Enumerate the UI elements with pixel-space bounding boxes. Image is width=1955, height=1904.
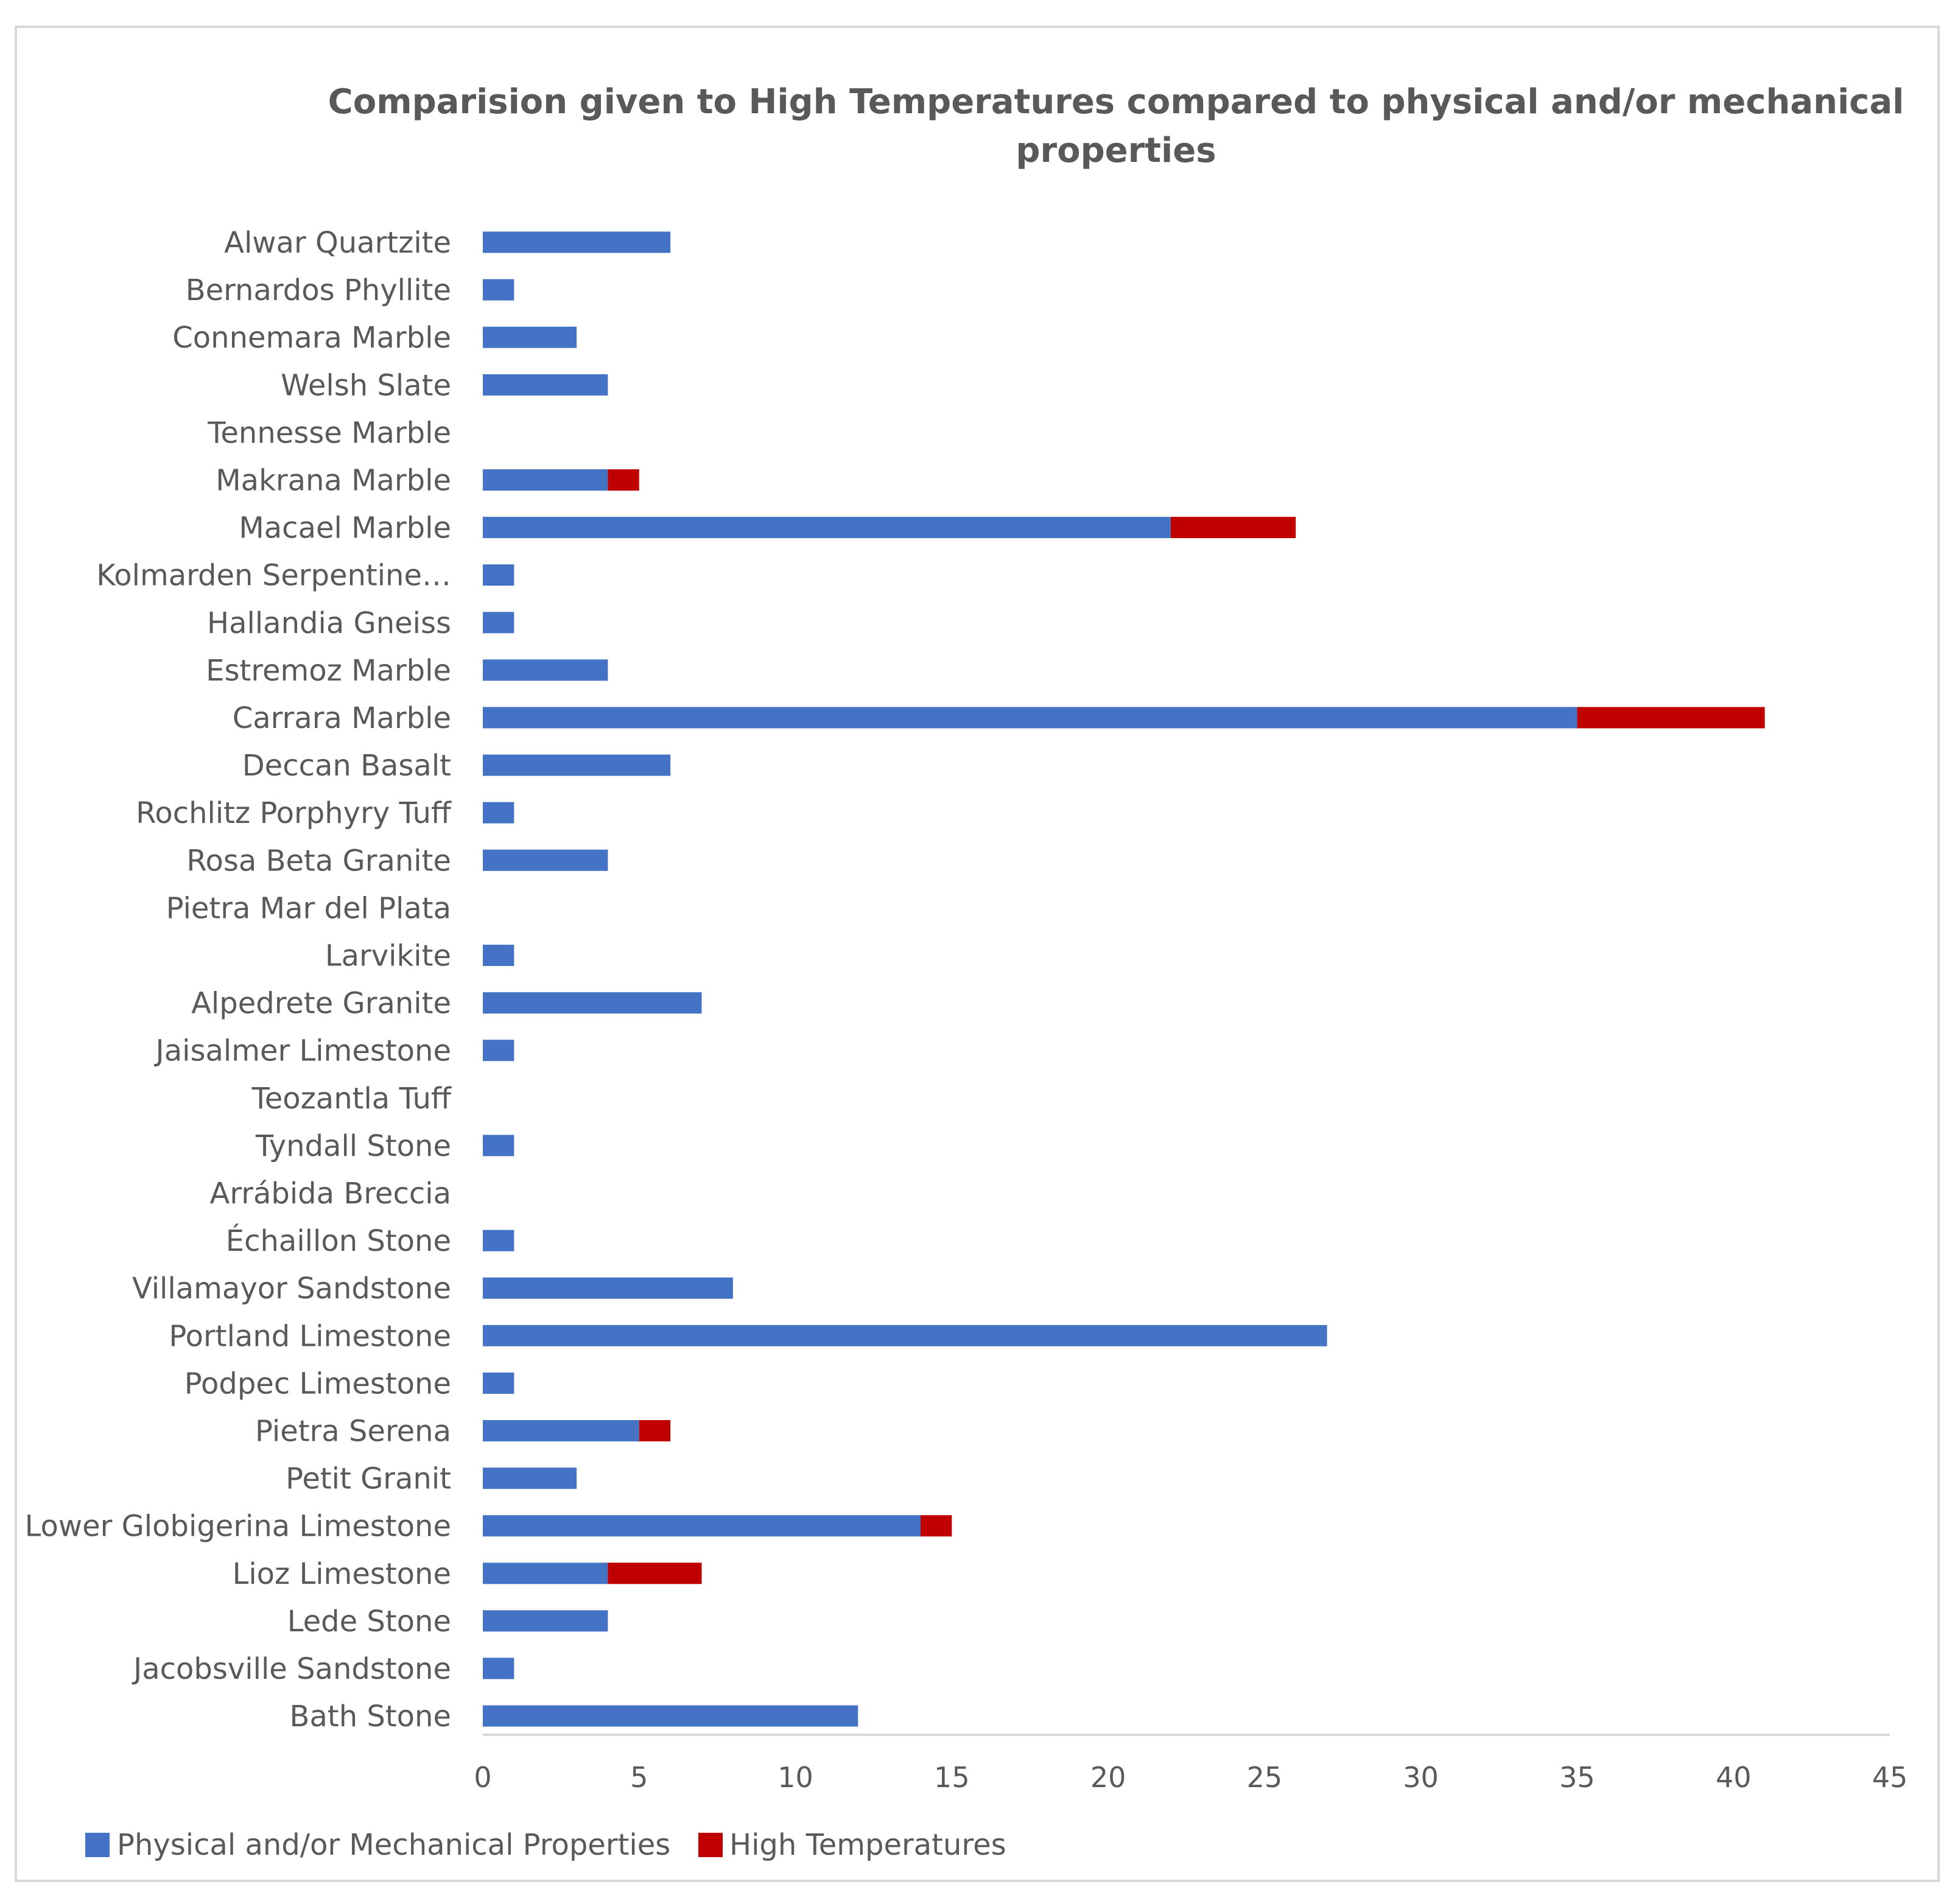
bar-kolmarden-serpentine-physical-mechanical bbox=[483, 564, 514, 586]
x-tick-label-35: 35 bbox=[1559, 1761, 1595, 1794]
category-label-jaisalmer-limestone: Jaisalmer Limestone bbox=[154, 1034, 451, 1068]
category-label-villamayor-sandstone: Villamayor Sandstone bbox=[132, 1272, 451, 1306]
category-label-portland-limestone: Portland Limestone bbox=[169, 1319, 451, 1353]
category-label-makrana-marble: Makrana Marble bbox=[216, 464, 451, 498]
bar-makrana-marble-high-temperatures bbox=[608, 469, 639, 491]
category-label-teozantla-tuff: Teozantla Tuff bbox=[251, 1082, 452, 1116]
x-tick-label-45: 45 bbox=[1872, 1761, 1908, 1794]
category-label-echaillon-stone: Échaillon Stone bbox=[226, 1223, 451, 1258]
bar-alwar-quartzite-physical-mechanical bbox=[483, 231, 671, 253]
category-label-welsh-slate: Welsh Slate bbox=[281, 368, 451, 402]
category-label-alpedrete-granite: Alpedrete Granite bbox=[191, 987, 451, 1021]
bar-lower-globigerina-limestone-physical-mechanical bbox=[483, 1515, 921, 1537]
bar-macael-marble-high-temperatures bbox=[1170, 517, 1296, 539]
x-tick-label-15: 15 bbox=[934, 1761, 970, 1794]
x-tick-label-20: 20 bbox=[1090, 1761, 1126, 1794]
category-label-macael-marble: Macael Marble bbox=[239, 511, 451, 545]
bars bbox=[483, 231, 1765, 1727]
category-label-petit-granit: Petit Granit bbox=[286, 1462, 451, 1496]
category-label-kolmarden-serpentine: Kolmarden Serpentine… bbox=[96, 559, 451, 593]
x-tick-label-0: 0 bbox=[474, 1761, 491, 1794]
category-label-bernardos-phyllite: Bernardos Phyllite bbox=[186, 273, 451, 307]
bar-alpedrete-granite-physical-mechanical bbox=[483, 992, 702, 1014]
category-label-estremoz-marble: Estremoz Marble bbox=[206, 654, 451, 688]
bar-deccan-basalt-physical-mechanical bbox=[483, 754, 671, 776]
bar-lede-stone-physical-mechanical bbox=[483, 1610, 608, 1632]
legend-swatch-physical-mechanical bbox=[85, 1833, 110, 1857]
x-tick-label-25: 25 bbox=[1247, 1761, 1283, 1794]
bar-pietra-serena-physical-mechanical bbox=[483, 1420, 639, 1441]
bar-echaillon-stone-physical-mechanical bbox=[483, 1230, 514, 1251]
legend-label-high-temperatures: High Temperatures bbox=[729, 1828, 1006, 1862]
legend: Physical and/or Mechanical Properties Hig… bbox=[85, 1828, 1006, 1862]
category-label-deccan-basalt: Deccan Basalt bbox=[242, 749, 451, 783]
chart-title: Comparision given to High Temperatures c… bbox=[328, 82, 1904, 170]
bar-carrara-marble-high-temperatures bbox=[1577, 707, 1765, 729]
category-label-pietra-mar-del-plata: Pietra Mar del Plata bbox=[166, 891, 451, 925]
bar-makrana-marble-physical-mechanical bbox=[483, 469, 608, 491]
category-label-tennesse-marble: Tennesse Marble bbox=[207, 416, 451, 450]
bar-larvikite-physical-mechanical bbox=[483, 945, 514, 966]
bar-welsh-slate-physical-mechanical bbox=[483, 374, 608, 396]
bar-lioz-limestone-high-temperatures bbox=[608, 1563, 702, 1584]
category-label-connemara-marble: Connemara Marble bbox=[172, 321, 451, 355]
bar-lower-globigerina-limestone-high-temperatures bbox=[920, 1515, 952, 1537]
chart-title-line-1: Comparision given to High Temperatures c… bbox=[328, 82, 1904, 122]
category-label-hallandia-gneiss: Hallandia Gneiss bbox=[207, 606, 451, 640]
category-label-jacobsville-sandstone: Jacobsville Sandstone bbox=[132, 1652, 451, 1686]
bar-podpec-limestone-physical-mechanical bbox=[483, 1372, 514, 1394]
category-label-lede-stone: Lede Stone bbox=[287, 1605, 451, 1639]
x-tick-label-30: 30 bbox=[1403, 1761, 1439, 1794]
bar-jacobsville-sandstone-physical-mechanical bbox=[483, 1657, 514, 1679]
x-axis-tick-labels: 0 5 10 15 20 25 30 35 40 45 bbox=[474, 1761, 1908, 1794]
bar-bath-stone-physical-mechanical bbox=[483, 1705, 858, 1727]
bar-rochlitz-porphyry-tuff-physical-mechanical bbox=[483, 802, 514, 824]
bar-jaisalmer-limestone-physical-mechanical bbox=[483, 1040, 514, 1062]
bar-macael-marble-physical-mechanical bbox=[483, 517, 1171, 539]
x-tick-label-10: 10 bbox=[777, 1761, 813, 1794]
chart-frame bbox=[15, 26, 1940, 1882]
x-tick-label-40: 40 bbox=[1716, 1761, 1752, 1794]
category-label-podpec-limestone: Podpec Limestone bbox=[184, 1367, 451, 1401]
category-label-lioz-limestone: Lioz Limestone bbox=[233, 1557, 451, 1591]
category-label-rosa-beta-granite: Rosa Beta Granite bbox=[186, 844, 451, 878]
legend-label-physical-mechanical: Physical and/or Mechanical Properties bbox=[117, 1828, 670, 1862]
bar-connemara-marble-physical-mechanical bbox=[483, 326, 577, 348]
bar-pietra-serena-high-temperatures bbox=[639, 1420, 671, 1441]
legend-swatch-high-temperatures bbox=[698, 1833, 723, 1857]
category-label-alwar-quartzite: Alwar Quartzite bbox=[224, 226, 451, 260]
bar-hallandia-gneiss-physical-mechanical bbox=[483, 612, 514, 634]
category-label-pietra-serena: Pietra Serena bbox=[255, 1415, 451, 1449]
chart-title-line-2: properties bbox=[1016, 131, 1216, 170]
bar-carrara-marble-physical-mechanical bbox=[483, 707, 1578, 729]
bar-lioz-limestone-physical-mechanical bbox=[483, 1563, 608, 1584]
category-label-arrabida-breccia: Arrábida Breccia bbox=[210, 1177, 452, 1211]
category-label-carrara-marble: Carrara Marble bbox=[233, 701, 451, 735]
bar-rosa-beta-granite-physical-mechanical bbox=[483, 849, 608, 871]
bar-portland-limestone-physical-mechanical bbox=[483, 1325, 1327, 1346]
bar-bernardos-phyllite-physical-mechanical bbox=[483, 279, 514, 301]
category-label-lower-globigerina-limestone: Lower Globigerina Limestone bbox=[25, 1510, 451, 1544]
bar-estremoz-marble-physical-mechanical bbox=[483, 659, 608, 681]
category-label-larvikite: Larvikite bbox=[325, 939, 451, 973]
category-label-tyndall-stone: Tyndall Stone bbox=[255, 1129, 451, 1163]
x-tick-label-5: 5 bbox=[630, 1761, 648, 1794]
category-labels: Alwar Quartzite Bernardos Phyllite Connema… bbox=[25, 226, 452, 1734]
category-label-bath-stone: Bath Stone bbox=[290, 1699, 451, 1734]
bar-tyndall-stone-physical-mechanical bbox=[483, 1135, 514, 1157]
bar-petit-granit-physical-mechanical bbox=[483, 1468, 577, 1489]
category-label-rochlitz-porphyry-tuff: Rochlitz Porphyry Tuff bbox=[136, 796, 452, 830]
bar-villamayor-sandstone-physical-mechanical bbox=[483, 1277, 733, 1299]
